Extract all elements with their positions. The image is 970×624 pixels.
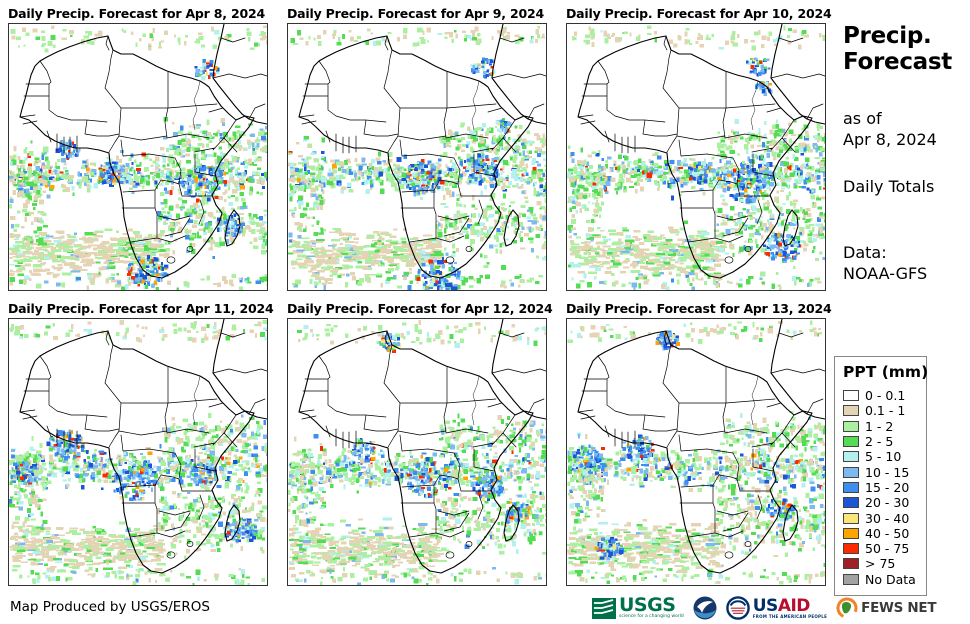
panel-apr-9: Daily Precip. Forecast for Apr 9, 2024 [287,6,547,291]
usgs-wordmark: USGS [619,594,676,617]
usaid-wordmark: USAID [752,595,811,616]
page-title: Precip. Forecast [843,23,968,76]
legend-item: 5 - 10 [843,449,919,464]
legend-swatch [843,573,859,585]
africa-precip-map-apr-9 [287,23,547,291]
usgs-logo: USGS science for a changing world [592,596,684,620]
legend-item: 1 - 2 [843,419,919,434]
panel-title-apr-9: Daily Precip. Forecast for Apr 9, 2024 [287,6,544,21]
panel-apr-8: Daily Precip. Forecast for Apr 8, 2024 [8,6,268,291]
map-credit: Map Produced by USGS/EROS [10,599,210,615]
legend-swatch [843,420,859,432]
as-of-block: as of Apr 8, 2024 [843,108,937,150]
usaid-seal-icon [725,596,750,620]
fewsnet-globe-icon [836,597,858,619]
legend-item: 0 - 0.1 [843,388,919,403]
usgs-tagline: science for a changing world [619,614,684,620]
legend-item: 2 - 5 [843,434,919,449]
legend-item: 20 - 30 [843,495,919,510]
legend-item: 40 - 50 [843,526,919,541]
fewsnet-logo: FEWS NET [836,597,937,619]
usgs-mark-icon [592,597,616,619]
africa-precip-map-apr-8 [8,23,268,291]
legend-swatch [843,481,859,493]
legend-swatch [843,436,859,448]
data-source-block: Data: NOAA-GFS [843,242,927,284]
page-title-line1: Precip. [843,23,932,49]
africa-precip-map-apr-12 [287,318,547,586]
panel-title-apr-12: Daily Precip. Forecast for Apr 12, 2024 [287,301,553,316]
legend-item: 30 - 40 [843,510,919,526]
panel-title-apr-13: Daily Precip. Forecast for Apr 13, 2024 [566,301,832,316]
legend-item: No Data [843,572,919,587]
legend-swatch [843,390,859,402]
usaid-tagline: FROM THE AMERICAN PEOPLE [752,613,828,619]
usaid-logo: USAID FROM THE AMERICAN PEOPLE [725,595,828,620]
legend-title: PPT (mm) [843,363,929,381]
legend-swatch [843,497,859,509]
as-of-label: as of [843,109,882,128]
legend-swatch [843,405,859,417]
legend-item: 50 - 75 [843,541,919,556]
legend-swatch [843,466,859,478]
legend-item: > 75 [843,556,919,571]
panel-title-apr-8: Daily Precip. Forecast for Apr 8, 2024 [8,6,265,21]
daily-totals-label: Daily Totals [843,177,935,196]
logo-strip: USGS science for a changing world USAID … [592,594,937,622]
legend-swatch [843,527,859,539]
as-of-date: Apr 8, 2024 [843,130,937,150]
panel-apr-11: Daily Precip. Forecast for Apr 11, 2024 [8,301,274,586]
page-title-line2: Forecast [843,48,952,75]
legend-swatch [843,512,859,524]
panel-apr-13: Daily Precip. Forecast for Apr 13, 2024 [566,301,832,586]
legend-swatch [843,558,859,570]
data-source-label: Data: [843,243,887,262]
sidebar: Precip. Forecast as of Apr 8, 2024 Daily… [843,23,968,283]
legend-item: 0.1 - 1 [843,403,919,418]
panel-title-apr-11: Daily Precip. Forecast for Apr 11, 2024 [8,301,274,316]
legend-item: 15 - 20 [843,480,919,495]
legend-item: 10 - 15 [843,464,919,480]
africa-precip-map-apr-13 [566,318,826,586]
panel-apr-10: Daily Precip. Forecast for Apr 10, 2024 [566,6,832,291]
noaa-logo-icon [693,596,717,620]
legend-swatch [843,543,859,555]
legend-swatch [843,451,859,463]
panel-apr-12: Daily Precip. Forecast for Apr 12, 2024 [287,301,553,586]
fewsnet-wordmark: FEWS NET [861,600,937,616]
africa-precip-map-apr-11 [8,318,268,586]
africa-precip-map-apr-10 [566,23,826,291]
ppt-legend: PPT (mm) 0 - 0.1 0.1 - 1 1 - 2 2 - 5 5 -… [834,356,929,596]
panel-title-apr-10: Daily Precip. Forecast for Apr 10, 2024 [566,6,832,21]
data-source-value: NOAA-GFS [843,264,928,284]
